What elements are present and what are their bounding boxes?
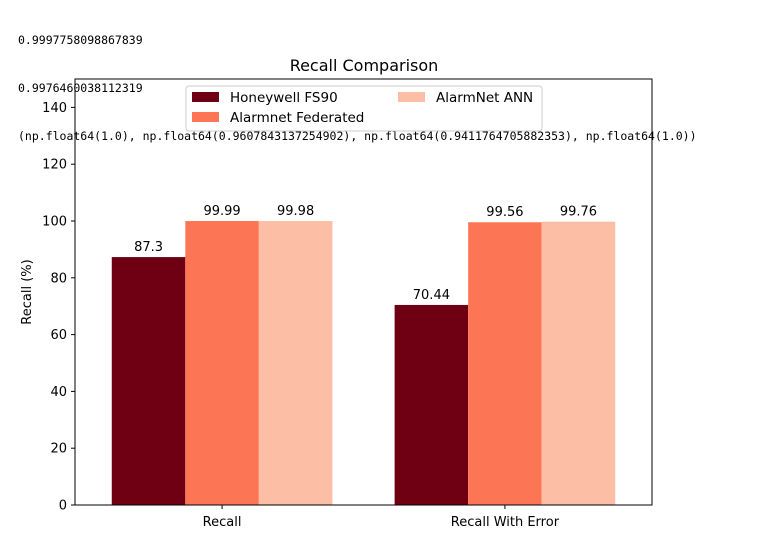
y-tick-label: 0 bbox=[59, 499, 67, 514]
legend-swatch bbox=[398, 92, 425, 102]
bar-value-label: 87.3 bbox=[134, 240, 163, 255]
y-axis-label: Recall (%) bbox=[20, 259, 35, 324]
bar-value-label: 99.76 bbox=[560, 205, 597, 220]
chart-title: Recall Comparison bbox=[290, 56, 439, 75]
y-tick-label: 120 bbox=[42, 158, 67, 173]
legend-label: AlarmNet ANN bbox=[436, 90, 533, 106]
y-tick-label: 100 bbox=[42, 215, 67, 230]
y-tick-label: 80 bbox=[50, 271, 67, 286]
plot-frame bbox=[74, 78, 653, 506]
bar-1-1 bbox=[111, 257, 186, 505]
x-tick-label: Recall With Error bbox=[451, 515, 560, 530]
bar-2-2 bbox=[468, 222, 542, 505]
legend-swatch bbox=[192, 112, 219, 122]
bar-value-label: 99.99 bbox=[203, 204, 240, 219]
y-tick-label: 60 bbox=[50, 328, 67, 343]
bar-3-1 bbox=[258, 221, 333, 505]
axes-layer: 0 20 40 60 80 100 120 140 Recall Recall With Erro… bbox=[42, 78, 653, 530]
legend: Honeywell FS90 Alarmnet Federated AlarmNet… bbox=[185, 85, 543, 132]
y-tick-label: 20 bbox=[50, 442, 67, 457]
bar-value-label: 70.44 bbox=[413, 288, 450, 303]
bar-2-1 bbox=[185, 221, 259, 506]
y-tick-label: 140 bbox=[42, 101, 67, 116]
console-line-1: 0.9997758098867839 bbox=[18, 33, 143, 47]
legend-label: Honeywell FS90 bbox=[230, 90, 338, 106]
bar-1-2 bbox=[394, 304, 469, 505]
bar-3-2 bbox=[541, 221, 616, 506]
legend-swatch bbox=[192, 92, 219, 102]
y-tick-label: 40 bbox=[50, 385, 67, 400]
console-line-3: (np.float64(1.0), np.float64(0.960784313… bbox=[18, 129, 697, 143]
console-line-2: 0.9976460038112319 bbox=[18, 81, 143, 95]
legend-box bbox=[185, 85, 543, 132]
legend-label: Alarmnet Federated bbox=[230, 110, 364, 126]
x-tick-label: Recall bbox=[203, 515, 242, 530]
console-output: 0.9997758098867839 0.9976460038112319 (n… bbox=[18, 0, 697, 160]
bar-value-label: 99.56 bbox=[486, 205, 523, 220]
bars-layer: 87.3 70.44 99.99 99.56 99.98 99.76 bbox=[111, 204, 616, 506]
bar-value-label: 99.98 bbox=[277, 204, 314, 219]
